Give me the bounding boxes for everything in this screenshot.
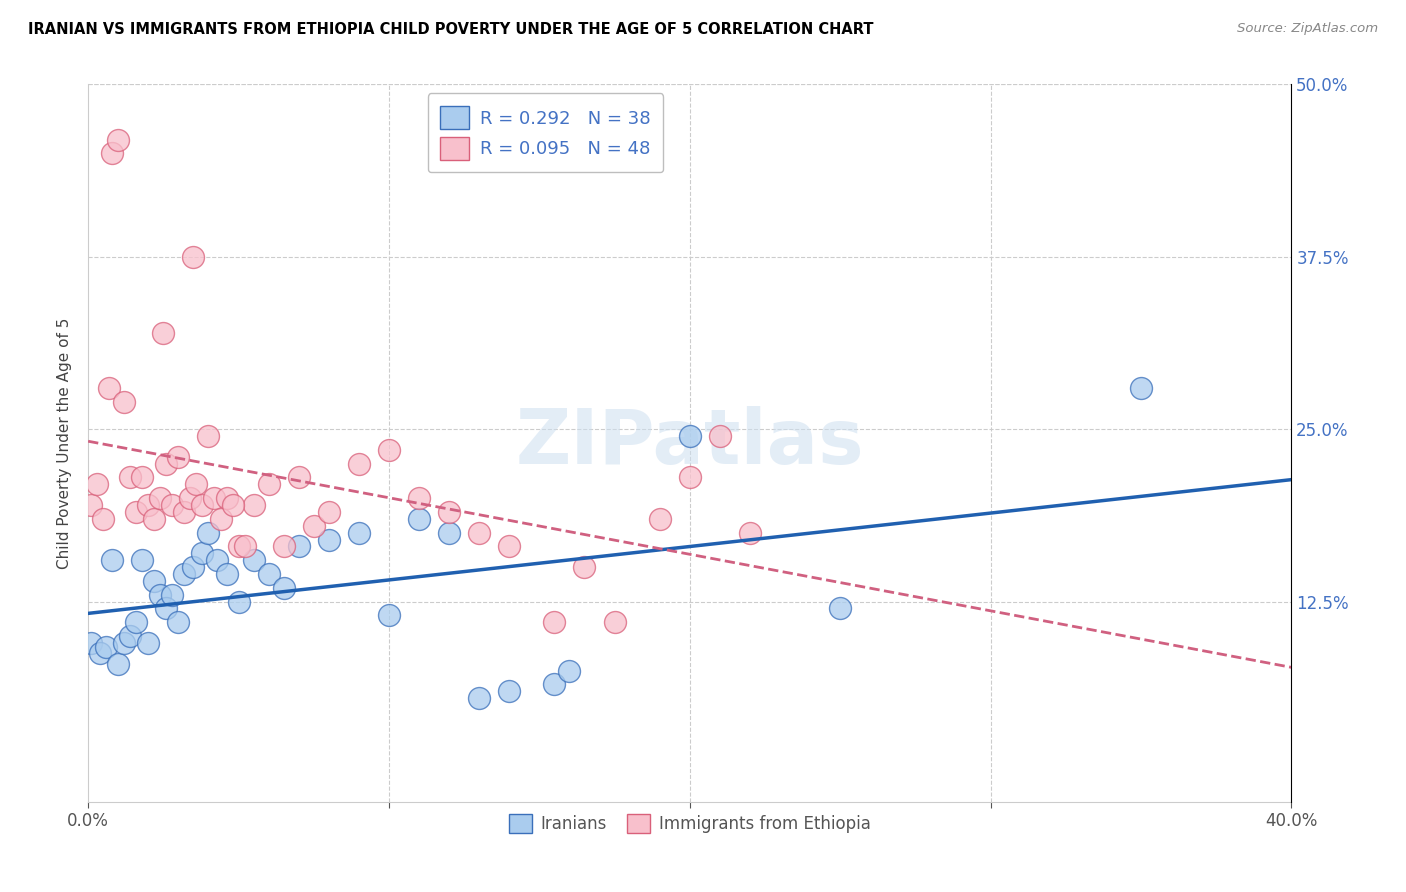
Point	[125, 505, 148, 519]
Point	[233, 540, 256, 554]
Point	[197, 525, 219, 540]
Point	[558, 664, 581, 678]
Point	[709, 429, 731, 443]
Point	[242, 553, 264, 567]
Point	[179, 491, 201, 505]
Point	[347, 525, 370, 540]
Point	[679, 429, 702, 443]
Point	[125, 615, 148, 630]
Point	[204, 491, 226, 505]
Point	[437, 505, 460, 519]
Point	[273, 581, 295, 595]
Point	[143, 574, 166, 588]
Point	[830, 601, 852, 615]
Point	[318, 505, 340, 519]
Point	[287, 540, 309, 554]
Point	[468, 691, 491, 706]
Point	[191, 546, 214, 560]
Point	[287, 470, 309, 484]
Point	[173, 567, 195, 582]
Point	[143, 512, 166, 526]
Point	[228, 540, 250, 554]
Point	[408, 512, 430, 526]
Point	[173, 505, 195, 519]
Point	[498, 684, 520, 698]
Point	[221, 498, 243, 512]
Point	[167, 450, 190, 464]
Point	[136, 636, 159, 650]
Point	[228, 594, 250, 608]
Point	[80, 636, 103, 650]
Point	[162, 498, 184, 512]
Point	[149, 491, 172, 505]
Point	[574, 560, 596, 574]
Point	[603, 615, 626, 630]
Point	[131, 553, 153, 567]
Point	[302, 518, 325, 533]
Point	[91, 512, 114, 526]
Point	[648, 512, 671, 526]
Point	[80, 498, 103, 512]
Point	[101, 553, 124, 567]
Point	[257, 477, 280, 491]
Point	[152, 326, 174, 340]
Point	[1129, 381, 1152, 395]
Point	[242, 498, 264, 512]
Point	[186, 477, 208, 491]
Point	[131, 470, 153, 484]
Point	[107, 133, 129, 147]
Text: ZIPatlas: ZIPatlas	[516, 406, 865, 480]
Point	[197, 429, 219, 443]
Point	[207, 553, 229, 567]
Point	[498, 540, 520, 554]
Point	[183, 560, 205, 574]
Point	[347, 457, 370, 471]
Point	[96, 640, 118, 654]
Point	[167, 615, 190, 630]
Point	[273, 540, 295, 554]
Point	[183, 250, 205, 264]
Point	[191, 498, 214, 512]
Point	[437, 525, 460, 540]
Point	[149, 588, 172, 602]
Point	[98, 381, 121, 395]
Point	[679, 470, 702, 484]
Point	[107, 657, 129, 671]
Point	[215, 567, 238, 582]
Point	[215, 491, 238, 505]
Point	[468, 525, 491, 540]
Y-axis label: Child Poverty Under the Age of 5: Child Poverty Under the Age of 5	[58, 318, 72, 569]
Point	[543, 615, 565, 630]
Point	[257, 567, 280, 582]
Point	[318, 533, 340, 547]
Point	[543, 677, 565, 691]
Point	[112, 636, 135, 650]
Point	[120, 629, 142, 643]
Point	[136, 498, 159, 512]
Point	[738, 525, 761, 540]
Point	[378, 442, 401, 457]
Point	[89, 646, 111, 660]
Point	[112, 394, 135, 409]
Point	[155, 601, 177, 615]
Point	[408, 491, 430, 505]
Point	[155, 457, 177, 471]
Point	[101, 146, 124, 161]
Text: Source: ZipAtlas.com: Source: ZipAtlas.com	[1237, 22, 1378, 36]
Point	[162, 588, 184, 602]
Point	[120, 470, 142, 484]
Text: IRANIAN VS IMMIGRANTS FROM ETHIOPIA CHILD POVERTY UNDER THE AGE OF 5 CORRELATION: IRANIAN VS IMMIGRANTS FROM ETHIOPIA CHIL…	[28, 22, 873, 37]
Point	[86, 477, 108, 491]
Point	[209, 512, 232, 526]
Point	[378, 608, 401, 623]
Legend: Iranians, Immigrants from Ethiopia: Iranians, Immigrants from Ethiopia	[499, 805, 880, 844]
